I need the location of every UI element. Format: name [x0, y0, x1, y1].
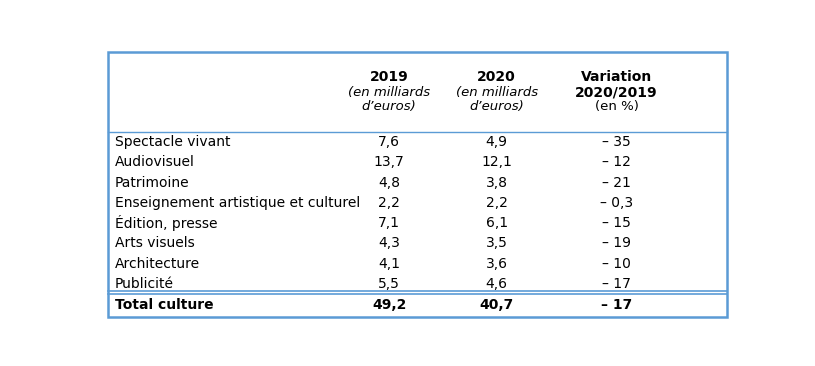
Text: 40,7: 40,7 — [479, 298, 513, 312]
Text: Variation: Variation — [581, 71, 652, 85]
Text: d’euros): d’euros) — [362, 100, 416, 113]
Text: 12,1: 12,1 — [481, 155, 512, 169]
Text: 2,2: 2,2 — [378, 196, 400, 210]
Text: 4,9: 4,9 — [486, 135, 508, 149]
Text: 2020/2019: 2020/2019 — [575, 85, 658, 99]
Text: 4,8: 4,8 — [378, 176, 400, 190]
Text: – 19: – 19 — [602, 236, 631, 250]
FancyBboxPatch shape — [108, 52, 727, 317]
Text: 3,6: 3,6 — [486, 257, 508, 270]
Text: – 0,3: – 0,3 — [600, 196, 633, 210]
Text: (en %): (en %) — [595, 100, 639, 113]
Text: – 10: – 10 — [602, 257, 631, 270]
Text: 3,5: 3,5 — [486, 236, 508, 250]
Text: 4,1: 4,1 — [378, 257, 400, 270]
Text: Patrimoine: Patrimoine — [114, 176, 189, 190]
Text: Enseignement artistique et culturel: Enseignement artistique et culturel — [114, 196, 359, 210]
Text: Édition, presse: Édition, presse — [114, 215, 217, 231]
Text: – 35: – 35 — [602, 135, 631, 149]
Text: 3,8: 3,8 — [486, 176, 508, 190]
Text: – 12: – 12 — [602, 155, 631, 169]
Text: 2020: 2020 — [478, 71, 516, 85]
Text: Spectacle vivant: Spectacle vivant — [114, 135, 230, 149]
Text: – 17: – 17 — [602, 277, 631, 291]
Text: 4,6: 4,6 — [486, 277, 508, 291]
Text: Architecture: Architecture — [114, 257, 200, 270]
Text: Publicité: Publicité — [114, 277, 174, 291]
Text: Total culture: Total culture — [114, 298, 214, 312]
Text: 5,5: 5,5 — [378, 277, 400, 291]
Text: Arts visuels: Arts visuels — [114, 236, 194, 250]
Text: 13,7: 13,7 — [374, 155, 404, 169]
Text: d’euros): d’euros) — [469, 100, 524, 113]
Text: 2019: 2019 — [370, 71, 408, 85]
Text: 4,3: 4,3 — [378, 236, 400, 250]
Text: – 21: – 21 — [602, 176, 631, 190]
Text: (en milliards: (en milliards — [456, 86, 538, 98]
Text: 49,2: 49,2 — [372, 298, 407, 312]
Text: Audiovisuel: Audiovisuel — [114, 155, 195, 169]
Text: – 17: – 17 — [601, 298, 632, 312]
Text: 7,1: 7,1 — [378, 216, 400, 230]
Text: 6,1: 6,1 — [486, 216, 508, 230]
Text: – 15: – 15 — [602, 216, 631, 230]
Text: 7,6: 7,6 — [378, 135, 400, 149]
Text: (en milliards: (en milliards — [348, 86, 430, 98]
Text: 2,2: 2,2 — [486, 196, 508, 210]
